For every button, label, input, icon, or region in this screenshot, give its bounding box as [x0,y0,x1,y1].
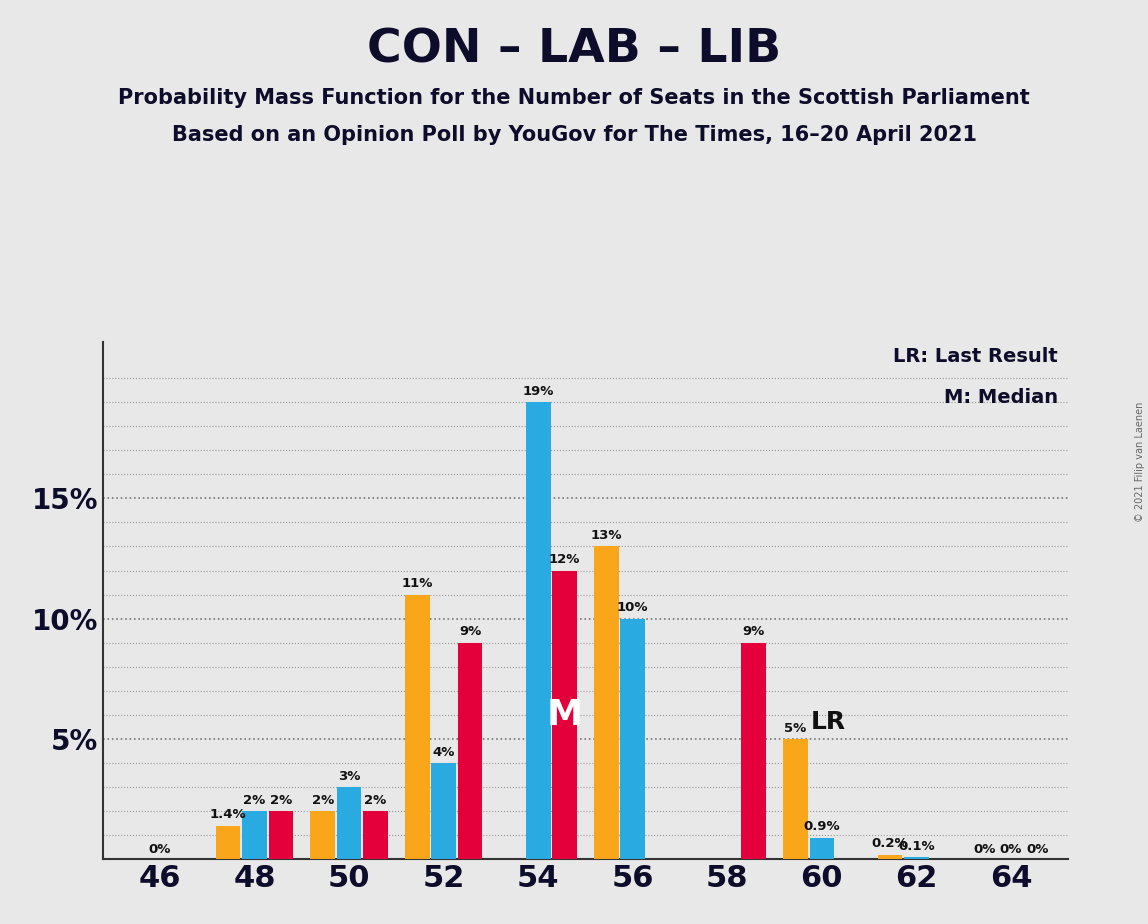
Text: 10%: 10% [616,602,649,614]
Text: 3%: 3% [338,770,360,783]
Text: 0%: 0% [974,844,995,857]
Bar [458,643,482,859]
Bar [742,643,766,859]
Bar [405,594,429,859]
Text: 19%: 19% [522,384,553,397]
Bar [363,811,388,859]
Bar [310,811,335,859]
Text: M: M [546,698,583,732]
Text: 5%: 5% [784,722,807,735]
Text: CON – LAB – LIB: CON – LAB – LIB [367,28,781,73]
Text: Based on an Opinion Poll by YouGov for The Times, 16–20 April 2021: Based on an Opinion Poll by YouGov for T… [171,125,977,145]
Text: 0%: 0% [149,844,171,857]
Bar [336,787,362,859]
Text: 11%: 11% [402,578,433,590]
Text: LR: Last Result: LR: Last Result [893,347,1058,366]
Text: 2%: 2% [243,794,265,807]
Bar [809,838,835,859]
Bar [242,811,266,859]
Text: © 2021 Filip van Laenen: © 2021 Filip van Laenen [1135,402,1145,522]
Text: 9%: 9% [743,626,765,638]
Bar [783,739,808,859]
Bar [269,811,294,859]
Bar [526,402,551,859]
Bar [432,763,456,859]
Text: 0.1%: 0.1% [898,840,934,853]
Text: 9%: 9% [459,626,481,638]
Text: 0%: 0% [1026,844,1048,857]
Text: 0.9%: 0.9% [804,821,840,833]
Text: 0.2%: 0.2% [871,837,908,850]
Text: 13%: 13% [590,529,622,542]
Text: 12%: 12% [549,553,581,566]
Bar [216,826,240,859]
Text: 1.4%: 1.4% [210,808,247,821]
Text: 0%: 0% [1000,844,1022,857]
Text: M: Median: M: Median [944,388,1058,407]
Text: 2%: 2% [270,794,293,807]
Text: 4%: 4% [433,746,455,759]
Text: 2%: 2% [311,794,334,807]
Text: 2%: 2% [364,794,387,807]
Bar [594,546,619,859]
Text: Probability Mass Function for the Number of Seats in the Scottish Parliament: Probability Mass Function for the Number… [118,88,1030,108]
Text: LR: LR [812,711,846,735]
Bar [905,857,929,859]
Bar [877,855,902,859]
Bar [620,619,645,859]
Bar [552,570,577,859]
